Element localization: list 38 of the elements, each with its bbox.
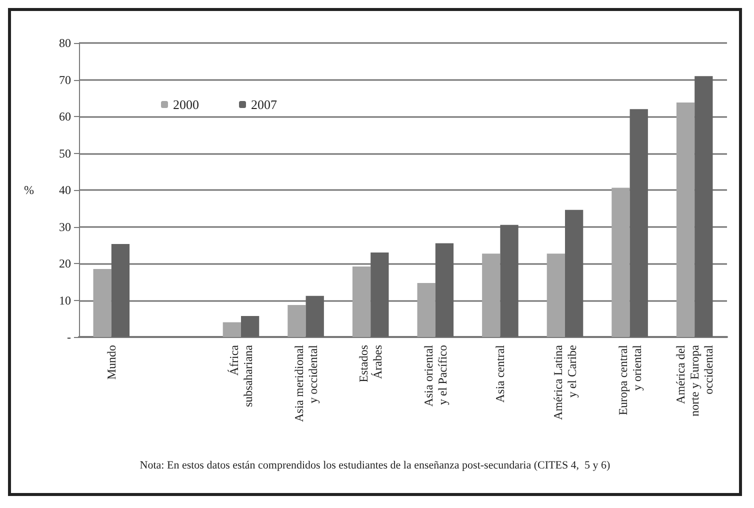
x-tick-label: Estados Árabes (356, 344, 385, 382)
x-tick-label: Asia oriental y el Pacífico (421, 344, 450, 407)
bar (565, 210, 584, 337)
bar (435, 243, 454, 337)
bar (612, 188, 630, 337)
legend-label: 2000 (173, 97, 199, 112)
bar (417, 282, 436, 337)
bar (288, 305, 306, 337)
y-tick-label: - (67, 330, 71, 344)
y-tick-label: 80 (59, 36, 71, 50)
y-tick-label: 40 (59, 183, 71, 197)
y-tick-label: 50 (59, 146, 71, 160)
bar (306, 296, 324, 337)
bar (241, 316, 260, 337)
bar (676, 102, 695, 337)
bar (500, 224, 518, 337)
y-tick-label: 60 (59, 110, 71, 124)
y-tick-label: 10 (59, 293, 71, 308)
bar (694, 76, 713, 337)
bar (352, 266, 371, 337)
bar (111, 244, 130, 337)
bar (630, 109, 648, 337)
bar (222, 322, 241, 337)
y-tick-label: 70 (59, 72, 71, 87)
y-tick-label: 20 (59, 256, 71, 270)
bar (370, 252, 389, 337)
bar (546, 254, 565, 337)
y-tick-label: 30 (59, 220, 71, 234)
x-tick-label: Europa central y oriental (616, 344, 644, 416)
y-axis-title: % (24, 183, 34, 197)
legend-label: 2007 (251, 97, 278, 112)
x-tick-label: América Latina y el Caribe (551, 344, 579, 420)
x-tick-label: Asia central (493, 344, 508, 403)
text: Nota: En estos datos están comprendidos los estudiantes de la enseñanza post-secundaria (CITES 4, 5 y 6) (140, 460, 611, 472)
bar (93, 269, 112, 337)
x-tick-label: Mundo (104, 345, 118, 380)
bar (482, 254, 500, 337)
x-tick-label: África subsahariana (227, 344, 255, 407)
